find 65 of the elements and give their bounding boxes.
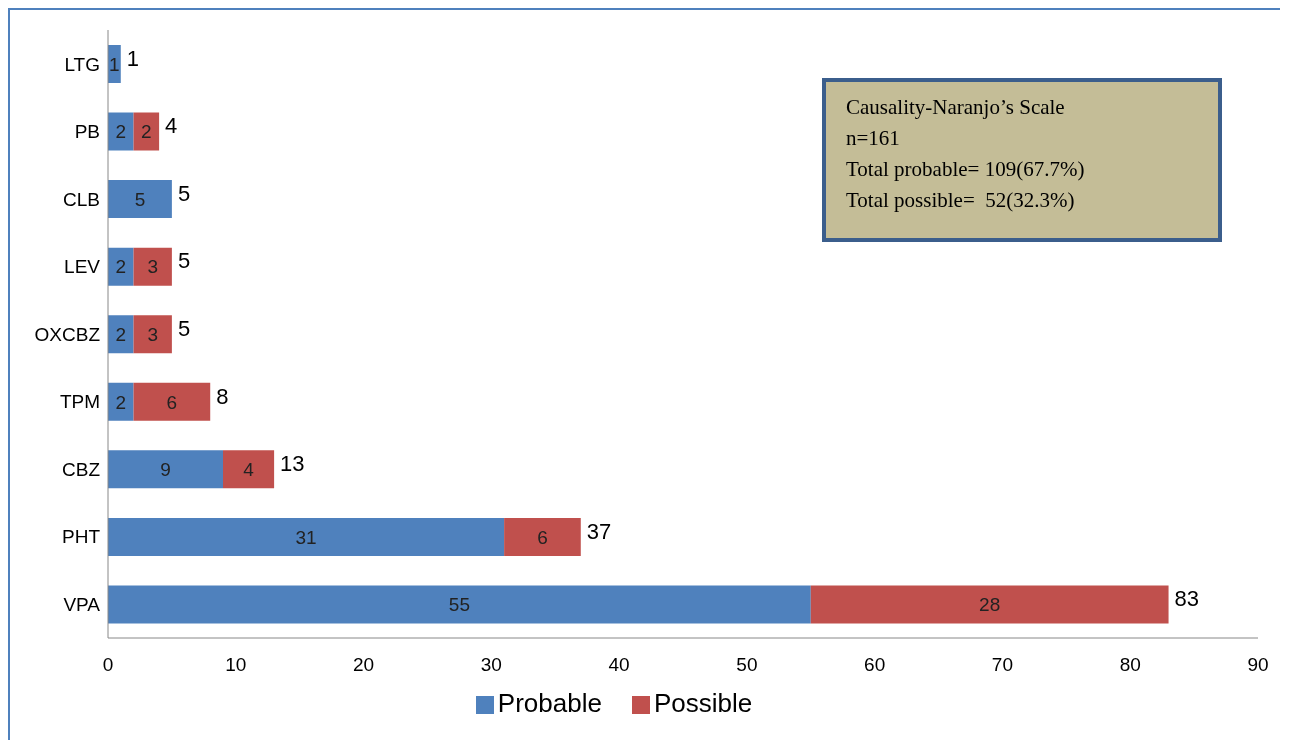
data-label: 31 <box>295 526 317 548</box>
y-tick-label: VPA <box>63 593 101 615</box>
x-tick-label: 40 <box>608 654 630 676</box>
y-tick-label: CBZ <box>62 458 101 480</box>
x-tick-label: 80 <box>1119 654 1141 676</box>
bar <box>133 112 160 151</box>
bar <box>108 112 134 151</box>
y-tick-label: PB <box>74 121 100 143</box>
y-tick-label: LTG <box>64 53 100 75</box>
total-label: 83 <box>1174 586 1200 612</box>
total-label: 5 <box>177 180 191 206</box>
bar <box>108 585 811 624</box>
data-label: 2 <box>115 391 127 413</box>
total-label: 13 <box>280 451 305 477</box>
data-label: 1 <box>109 53 120 75</box>
data-label: 6 <box>166 391 178 413</box>
total-label: 4 <box>165 113 178 139</box>
bar <box>133 247 172 286</box>
data-label: 2 <box>115 256 127 278</box>
data-label: 28 <box>979 594 1001 616</box>
data-label: 2 <box>141 121 152 143</box>
data-label: 9 <box>160 459 171 481</box>
data-label: 6 <box>537 526 548 548</box>
data-label: 2 <box>115 121 127 143</box>
data-label: 5 <box>134 188 146 210</box>
y-tick-label: LEV <box>64 256 101 278</box>
bar <box>108 450 223 489</box>
legend-label: Probable <box>497 688 602 718</box>
y-tick-label: CLB <box>63 188 100 210</box>
bar <box>810 585 1169 624</box>
bar <box>108 517 505 556</box>
bar <box>108 315 134 354</box>
x-tick-label: 0 <box>102 654 114 676</box>
data-label: 3 <box>147 256 159 278</box>
x-tick-label: 20 <box>352 654 375 676</box>
legend-label: Possible <box>653 688 753 718</box>
x-tick-label: 60 <box>864 654 886 676</box>
bar <box>223 450 275 489</box>
bar <box>108 247 134 286</box>
data-label: 2 <box>115 323 127 345</box>
x-tick-label: 10 <box>225 654 247 676</box>
data-label: 55 <box>448 594 470 616</box>
data-label: 4 <box>243 459 255 481</box>
total-label: 5 <box>177 248 191 274</box>
bar <box>504 517 581 556</box>
total-label: 1 <box>126 45 140 71</box>
annotation: Total probable= 109(67.7%) <box>846 156 1086 183</box>
x-tick-label: 30 <box>480 654 502 676</box>
bar <box>133 315 172 354</box>
y-tick-label: TPM <box>59 391 100 413</box>
y-tick-label: OXCBZ <box>34 323 101 345</box>
bar <box>133 382 211 421</box>
x-tick-label: 90 <box>1247 654 1269 676</box>
annotation: Total possible= 52(32.3%) <box>846 187 1076 214</box>
bar <box>108 180 172 219</box>
total-label: 5 <box>177 316 191 342</box>
x-tick-label: 50 <box>736 654 758 676</box>
total-label: 37 <box>586 518 612 544</box>
x-tick-label: 70 <box>991 654 1014 676</box>
annotation: Causality-Naranjo’s Scale <box>846 94 1066 121</box>
annotation: n=161 <box>846 125 901 152</box>
total-label: 8 <box>216 383 229 409</box>
bar <box>108 382 134 421</box>
y-tick-label: PHT <box>62 526 101 548</box>
data-label: 3 <box>147 323 159 345</box>
